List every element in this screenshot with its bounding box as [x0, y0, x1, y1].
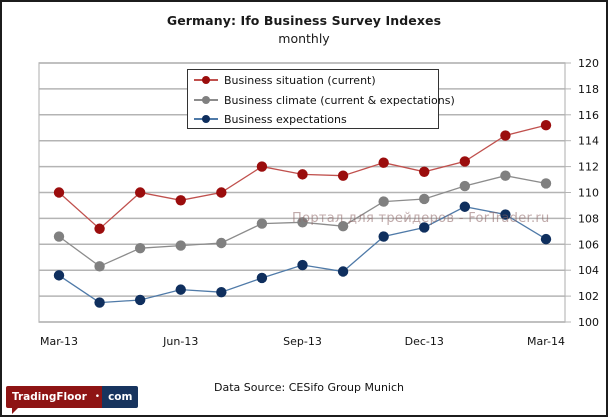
data-point: [94, 223, 105, 234]
data-point: [297, 259, 308, 271]
data-point: [500, 170, 511, 181]
x-tick-label: Mar-13: [40, 335, 78, 348]
data-point: [256, 161, 268, 172]
data-point: [419, 193, 430, 205]
data-point: [337, 220, 349, 232]
x-tick-label: Mar-14: [527, 335, 565, 348]
legend-item-business-situation: Business situation (current): [194, 71, 376, 89]
data-point: [216, 287, 227, 298]
legend-label: Business expectations: [224, 112, 347, 126]
data-point: [337, 266, 349, 277]
data-point: [500, 209, 511, 220]
data-point: [134, 294, 146, 306]
y-tick-label: 106: [578, 238, 599, 251]
y-tick-label: 108: [578, 212, 599, 225]
legend-swatch: [194, 95, 218, 105]
data-point: [378, 231, 389, 242]
legend: Business situation (current) Business cl…: [187, 69, 455, 129]
data-point: [175, 195, 186, 206]
data-point: [459, 180, 471, 192]
data-point: [256, 218, 268, 229]
legend-item-business-expectations: Business expectations: [194, 110, 347, 128]
legend-swatch: [194, 114, 218, 124]
data-point: [175, 240, 186, 251]
data-point: [175, 284, 186, 295]
tradingfloor-logo: TradingFloor • com: [6, 386, 139, 414]
watermark: Портал для трейдеров - ForTrader.ru: [292, 211, 550, 226]
data-point: [378, 157, 389, 168]
data-point: [256, 272, 268, 284]
data-point: [53, 270, 65, 281]
data-point: [378, 196, 389, 207]
legend-label: Business situation (current): [224, 73, 376, 87]
y-tick-label: 118: [578, 83, 599, 96]
data-point: [540, 233, 552, 245]
y-tick-label: 104: [578, 264, 599, 277]
data-point: [216, 187, 227, 198]
chart-title: Germany: Ifo Business Survey Indexes: [166, 13, 442, 28]
data-point: [94, 297, 105, 308]
data-point: [297, 217, 308, 228]
data-point: [134, 187, 146, 198]
y-tick-label: 110: [578, 187, 599, 200]
x-tick-label: Dec-13: [405, 335, 444, 348]
x-tick-label: Sep-13: [283, 335, 322, 348]
data-point: [500, 130, 511, 141]
y-tick-label: 100: [578, 316, 599, 329]
y-tick-label: 112: [578, 161, 599, 174]
data-point: [53, 231, 65, 242]
data-point: [540, 119, 552, 131]
y-tick-label: 116: [578, 109, 599, 122]
data-point: [94, 261, 105, 272]
legend-swatch: [194, 75, 218, 85]
data-source: Data Source: CESifo Group Munich: [214, 381, 405, 394]
legend-item-business-climate: Business climate (current & expectations…: [194, 91, 455, 109]
data-point: [134, 242, 146, 254]
data-point: [53, 187, 65, 198]
data-point: [337, 170, 349, 181]
legend-label: Business climate (current & expectations…: [224, 93, 455, 107]
data-point: [216, 237, 227, 249]
x-tick-label: Jun-13: [162, 335, 198, 348]
logo-text-left: TradingFloor: [6, 386, 93, 414]
y-tick-label: 102: [578, 290, 599, 303]
data-point: [297, 169, 308, 180]
logo-text-right: com: [102, 386, 139, 408]
data-point: [459, 156, 471, 167]
data-point: [419, 222, 430, 233]
logo-dot: •: [92, 386, 103, 408]
y-tick-label: 120: [578, 57, 599, 70]
data-point: [419, 166, 430, 177]
data-point: [459, 201, 471, 212]
chart-subtitle: monthly: [278, 31, 330, 46]
y-tick-label: 114: [578, 135, 599, 148]
data-point: [540, 178, 552, 189]
